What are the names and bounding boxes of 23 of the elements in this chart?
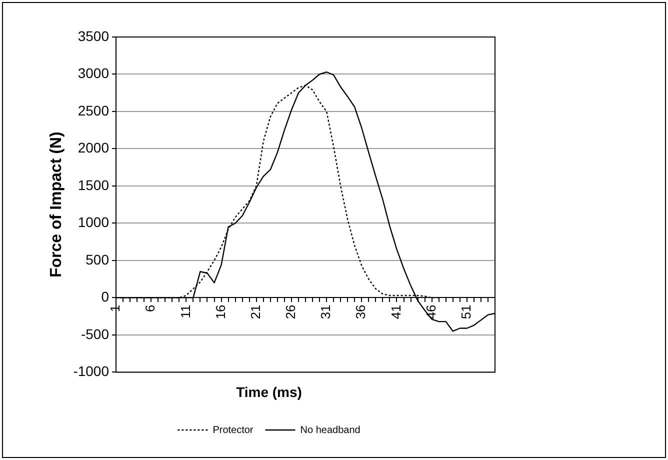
x-tick-label: 16 <box>212 304 228 320</box>
x-tick-label: 11 <box>178 304 193 318</box>
legend-label: No headband <box>300 424 360 436</box>
y-tick-label: 2000 <box>78 140 110 156</box>
y-tick-label: 3500 <box>78 28 110 44</box>
x-tick-label: 36 <box>353 304 368 320</box>
x-tick-label: 21 <box>248 304 263 320</box>
legend-label: Protector <box>212 424 254 436</box>
y-tick-label: 3000 <box>78 65 110 82</box>
y-tick-label: 1000 <box>78 214 110 230</box>
x-tick-label: 26 <box>283 304 298 320</box>
y-tick-label: 500 <box>86 251 110 268</box>
x-tick-label: 6 <box>142 304 158 312</box>
y-tick-label: 0 <box>101 288 110 305</box>
y-tick-label: -1000 <box>73 363 110 380</box>
y-axis-title: Force of Impact (N) <box>48 132 66 278</box>
y-tick-label: 1500 <box>78 176 110 193</box>
y-tick-label: 2500 <box>78 102 110 118</box>
x-tick-label: 31 <box>318 304 334 320</box>
y-tick-label: -500 <box>80 326 110 342</box>
x-axis-title: Time (ms) <box>236 384 302 400</box>
x-tick-label: 41 <box>388 304 404 320</box>
x-tick-label: 51 <box>458 304 474 320</box>
